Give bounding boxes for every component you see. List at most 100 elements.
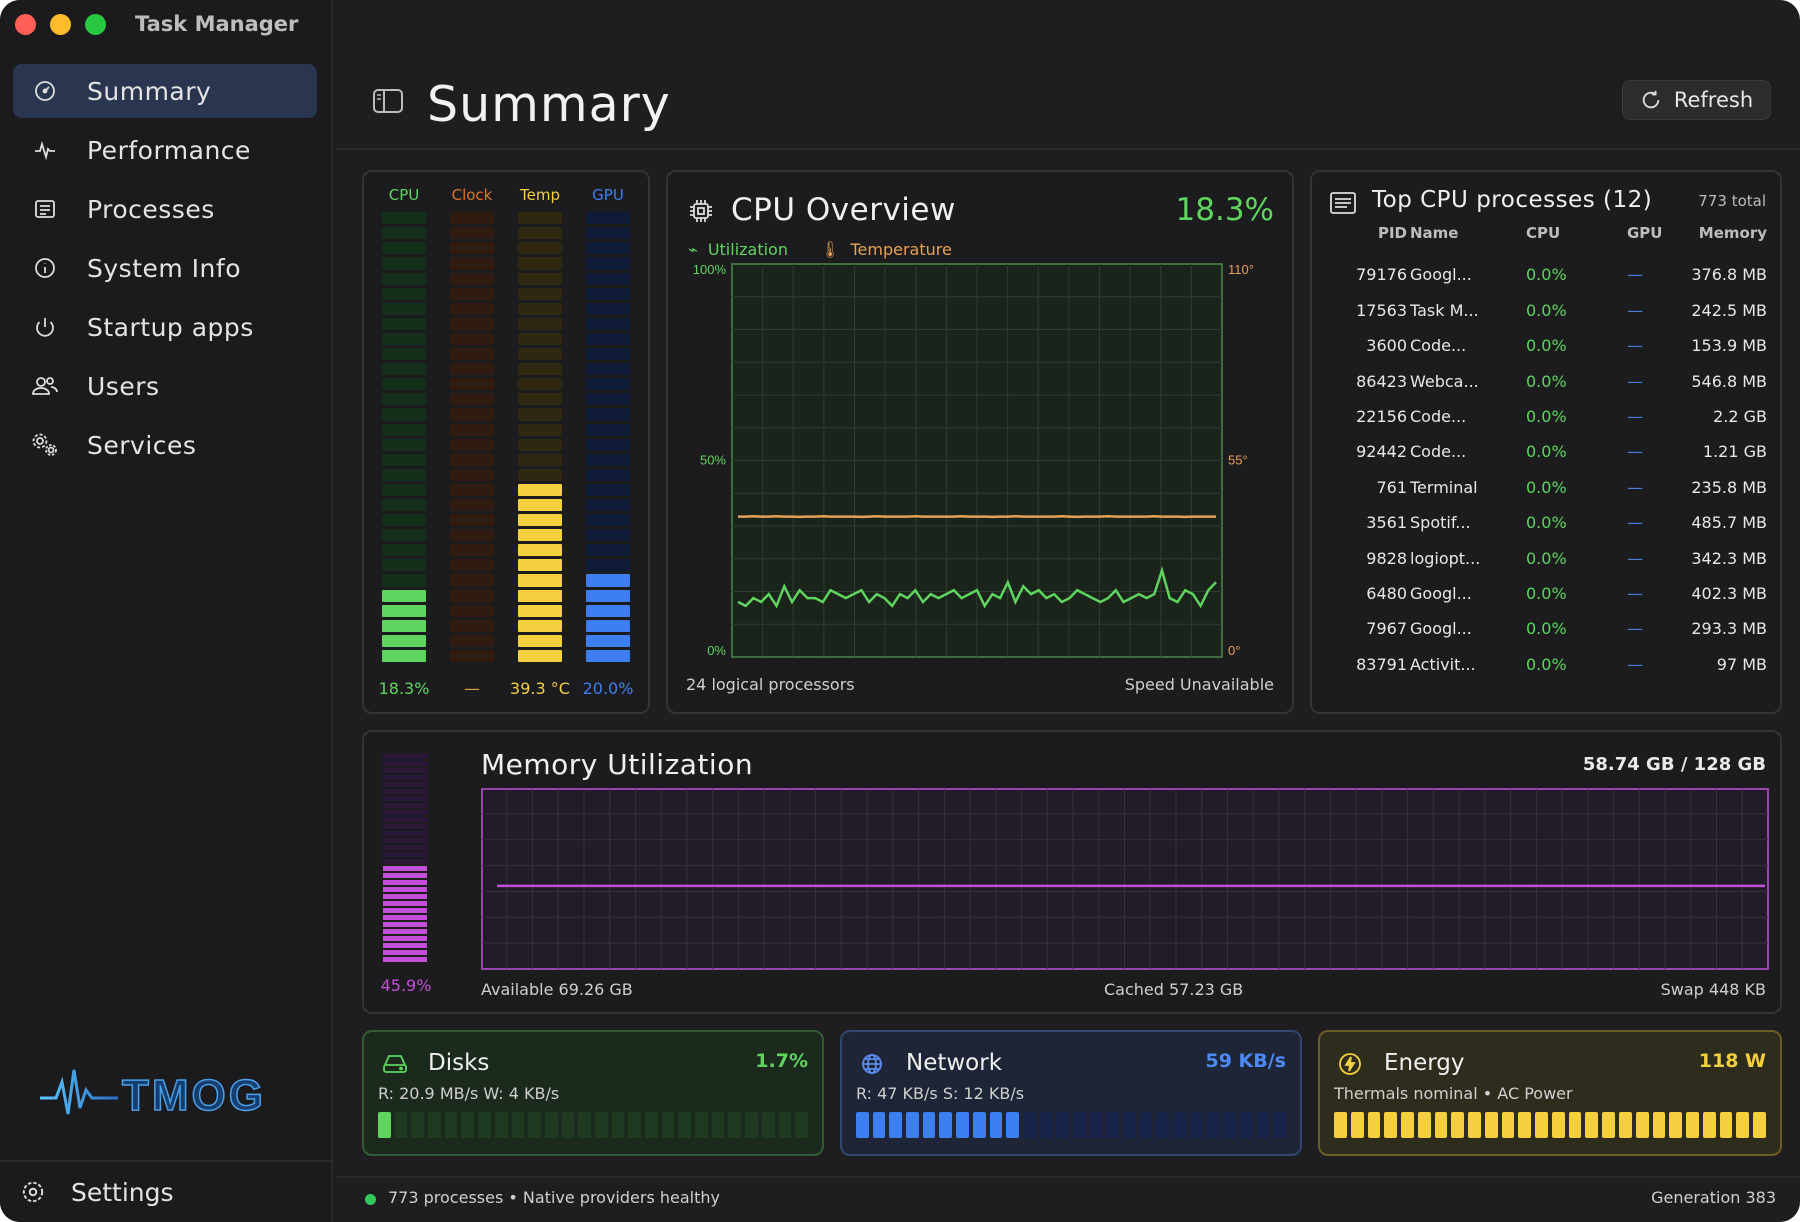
gear-icon — [20, 1179, 46, 1205]
sidebar-item-users[interactable]: Users — [13, 359, 317, 413]
sidebar-item-summary[interactable]: Summary — [13, 64, 317, 118]
maximize-window-button[interactable] — [85, 14, 106, 35]
activity-segment — [1123, 1112, 1136, 1138]
sidebar-item-processes[interactable]: Processes — [13, 182, 317, 236]
refresh-button[interactable]: Refresh — [1622, 80, 1771, 120]
top-processes-title: Top CPU processes (12) — [1372, 187, 1653, 213]
meter-segment — [382, 604, 426, 617]
sidebar-item-performance[interactable]: Performance — [13, 123, 317, 177]
meter-segment — [450, 574, 494, 587]
activity-segment — [1619, 1112, 1632, 1138]
meter-segment — [383, 956, 427, 962]
process-name: Googl... — [1410, 619, 1472, 639]
meter-segment — [383, 830, 427, 836]
activity-segment — [1635, 1112, 1649, 1138]
meter-segment — [586, 348, 630, 361]
table-row[interactable]: 9828 logiopt... 0.0% — 342.3 MB — [1312, 541, 1782, 576]
table-row[interactable]: 761 Terminal 0.0% — 235.8 MB — [1312, 470, 1782, 505]
process-memory: 235.8 MB — [1691, 477, 1767, 497]
energy-card[interactable]: Energy 118 W Thermals nominal • AC Power — [1318, 1030, 1782, 1156]
list-icon — [31, 195, 59, 223]
process-name: Code... — [1410, 406, 1467, 426]
table-row[interactable]: 22156 Code... 0.0% — 2.2 GB — [1312, 399, 1782, 434]
cpu-meter-value: 18.3% — [378, 679, 430, 698]
refresh-icon — [1640, 89, 1662, 111]
close-window-button[interactable] — [15, 14, 36, 35]
meter-label: CPU — [388, 186, 420, 204]
sidebar-toggle-icon[interactable] — [372, 88, 404, 114]
users-icon — [31, 372, 59, 400]
meter-segment — [383, 893, 427, 899]
column-header-pid[interactable]: PID — [1377, 224, 1407, 242]
activity-segment — [695, 1112, 708, 1138]
meter-segment — [586, 468, 630, 481]
window-controls — [15, 14, 106, 35]
table-row[interactable]: 86423 Webca... 0.0% — 546.8 MB — [1312, 364, 1782, 399]
meter-segment — [450, 649, 494, 662]
meter-segment — [586, 272, 630, 285]
process-name: Code... — [1410, 336, 1467, 356]
table-row[interactable]: 7967 Googl... 0.0% — 293.3 MB — [1312, 611, 1782, 646]
meter-segment — [518, 604, 562, 617]
meter-segment — [518, 332, 562, 346]
network-card[interactable]: Network 59 KB/s R: 47 KB/s S: 12 KB/s — [840, 1030, 1302, 1156]
settings-button[interactable]: Settings — [0, 1160, 333, 1222]
process-pid: 83791 — [1356, 654, 1407, 674]
disks-card[interactable]: Disks 1.7% R: 20.9 MB/s W: 4 KB/s — [362, 1030, 824, 1156]
table-row[interactable]: 3561 Spotif... 0.0% — 485.7 MB — [1312, 505, 1782, 540]
activity-segment — [1535, 1112, 1548, 1138]
sidebar-item-system-info[interactable]: System Info — [13, 241, 317, 295]
table-row[interactable]: 79176 Googl... 0.0% — 376.8 MB — [1312, 257, 1782, 292]
meter-segment — [586, 514, 630, 527]
column-header-name[interactable]: Name — [1410, 224, 1459, 242]
cpu-speed: Speed Unavailable — [1124, 675, 1274, 694]
meter-segment — [382, 483, 426, 496]
process-gpu: — — [1627, 442, 1643, 462]
table-row[interactable]: 17563 Task M... 0.0% — 242.5 MB — [1312, 293, 1782, 328]
activity-segment — [939, 1112, 953, 1138]
meter-label: Clock — [451, 186, 493, 204]
meter-segment — [382, 589, 426, 602]
table-row[interactable]: 6480 Googl... 0.0% — 402.3 MB — [1312, 576, 1782, 611]
process-gpu: — — [1627, 654, 1643, 674]
memory-title: Memory Utilization — [481, 748, 754, 781]
meter-segment — [450, 332, 494, 346]
activity-segment — [989, 1112, 1003, 1138]
meter-segment — [450, 287, 494, 300]
meter-bar — [586, 212, 630, 662]
column-header-memory[interactable]: Memory — [1698, 224, 1767, 242]
memory-cached: Cached 57.23 GB — [1104, 980, 1244, 999]
meter-segment — [450, 544, 494, 557]
temp-meter-value: 39.3 °C — [510, 679, 570, 698]
meter-segment — [586, 408, 630, 421]
meter-segment — [586, 453, 630, 466]
meter-segment — [518, 408, 562, 421]
memory-panel: 45.9% Memory Utilization 58.74 GB / 128 … — [362, 730, 1782, 1014]
activity-segment — [444, 1112, 458, 1138]
meter-segment — [382, 408, 426, 421]
meter-segment — [518, 242, 562, 255]
activity-segment — [594, 1112, 608, 1138]
network-title: Network — [906, 1050, 1003, 1076]
column-header-cpu[interactable]: CPU — [1526, 224, 1561, 242]
column-header-gpu[interactable]: GPU — [1627, 224, 1663, 242]
tmog-logo: TMOG — [38, 1064, 298, 1124]
activity-segment — [1206, 1112, 1220, 1138]
table-row[interactable]: 92442 Code... 0.0% — 1.21 GB — [1312, 434, 1782, 469]
process-cpu: 0.0% — [1526, 477, 1567, 497]
activity-segment — [628, 1112, 641, 1138]
table-row[interactable]: 83791 Activit... 0.0% — 97 MB — [1312, 647, 1782, 682]
activity-segment — [1585, 1112, 1599, 1138]
info-icon — [31, 254, 59, 282]
process-memory: 342.3 MB — [1691, 548, 1767, 568]
minimize-window-button[interactable] — [50, 14, 71, 35]
sidebar-item-services[interactable]: Services — [13, 418, 317, 472]
meter-segment — [450, 604, 494, 617]
sidebar-item-startup-apps[interactable]: Startup apps — [13, 300, 317, 354]
activity-segment — [728, 1112, 742, 1138]
meter-segment — [518, 574, 562, 587]
page-title: Summary — [427, 76, 671, 133]
meter-segment — [383, 753, 427, 759]
table-row[interactable]: 3600 Code... 0.0% — 153.9 MB — [1312, 328, 1782, 363]
process-name: Googl... — [1410, 583, 1472, 603]
